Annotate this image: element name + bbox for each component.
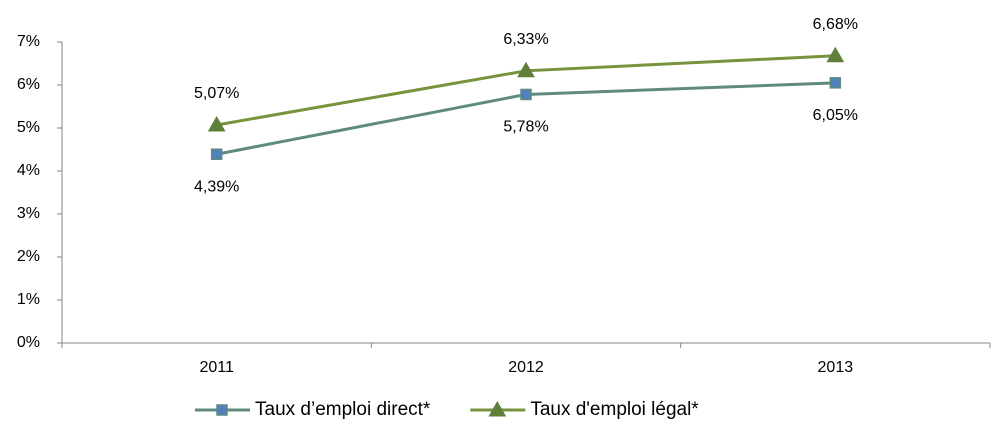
data-label: 5,07% [194, 85, 239, 102]
y-tick-label: 2% [17, 248, 40, 265]
x-tick-label: 2011 [199, 359, 234, 376]
legend-label: Taux d'emploi légal* [530, 399, 699, 420]
legend-marker [488, 400, 507, 417]
data-label: 4,39% [194, 178, 239, 195]
data-point [826, 46, 845, 63]
y-tick-label: 5% [17, 119, 40, 136]
data-point [210, 148, 223, 160]
data-label: 6,68% [813, 16, 858, 33]
x-tick-label: 2013 [818, 359, 854, 376]
data-label: 6,33% [503, 31, 548, 48]
y-tick-label: 6% [17, 76, 40, 93]
data-point [829, 77, 842, 89]
x-tick-label: 2012 [508, 359, 544, 376]
data-point [517, 61, 535, 78]
data-point [520, 88, 532, 101]
y-tick-label: 3% [17, 205, 40, 222]
y-tick-label: 1% [17, 291, 40, 308]
y-tick-label: 7% [17, 33, 40, 50]
data-point [207, 115, 226, 132]
legend-marker [216, 404, 228, 416]
data-label: 5,78% [503, 119, 548, 136]
data-label: 6,05% [813, 107, 858, 124]
y-tick-label: 0% [17, 334, 40, 351]
y-tick-label: 4% [17, 162, 40, 179]
legend-label: Taux d’emploi direct* [255, 399, 431, 420]
